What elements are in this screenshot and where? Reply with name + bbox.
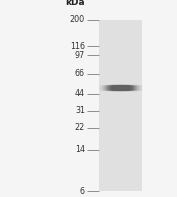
Text: kDa: kDa — [65, 0, 85, 7]
Text: 97: 97 — [75, 51, 85, 59]
Text: 44: 44 — [75, 89, 85, 98]
Text: 31: 31 — [75, 106, 85, 115]
Text: 6: 6 — [80, 187, 85, 196]
Text: 22: 22 — [75, 123, 85, 132]
Text: 14: 14 — [75, 145, 85, 154]
Text: 116: 116 — [70, 42, 85, 51]
Text: 200: 200 — [70, 15, 85, 24]
Text: 66: 66 — [75, 69, 85, 78]
Bar — [99, 20, 142, 191]
